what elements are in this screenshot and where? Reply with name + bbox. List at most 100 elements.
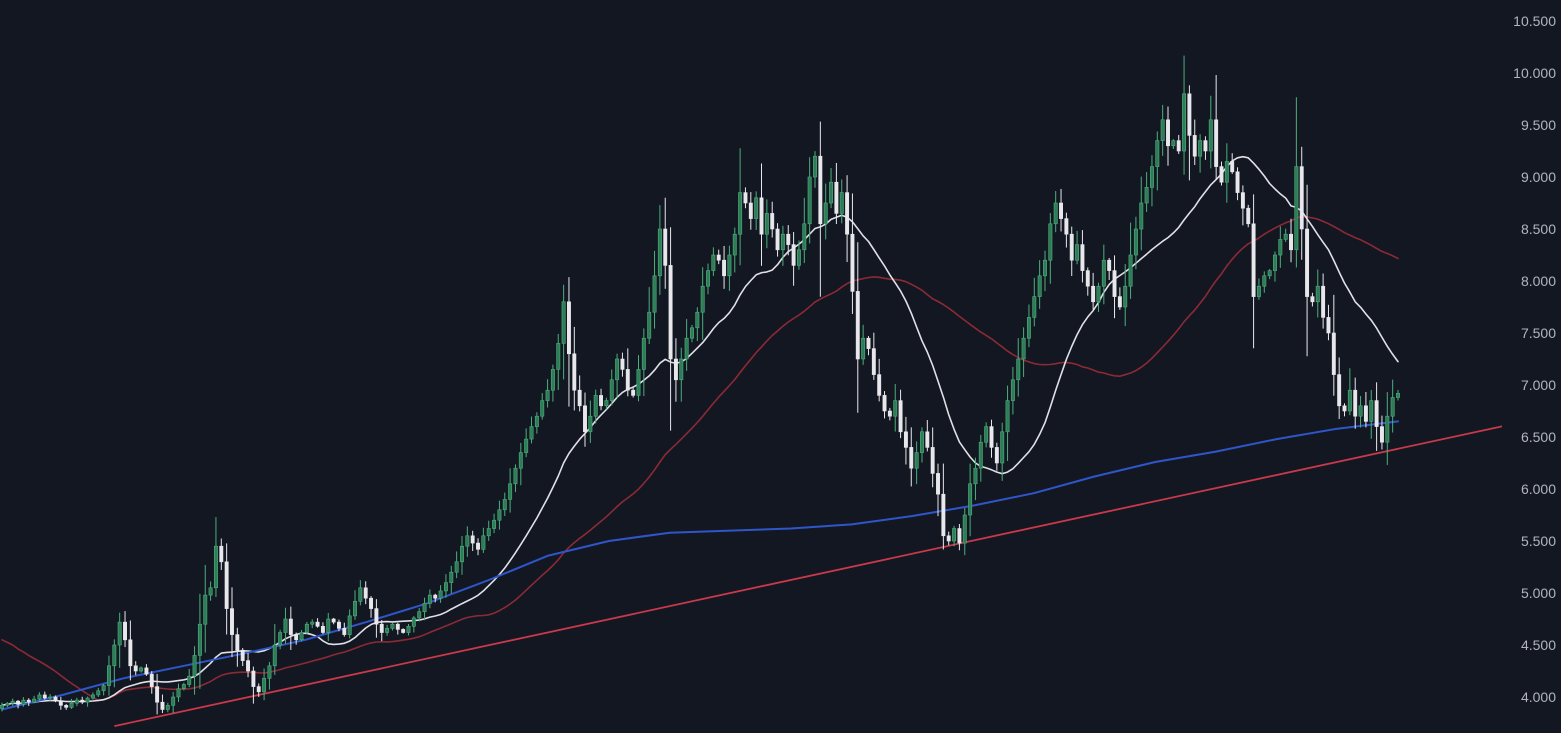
candle-body [58, 700, 63, 706]
trendline-layer [114, 425, 1503, 727]
candle-body [187, 675, 192, 685]
candle-body [1299, 166, 1304, 230]
candle-body [930, 447, 935, 474]
candle [1198, 134, 1203, 173]
candle-body [176, 688, 181, 698]
candle-body [69, 702, 74, 708]
candle-body [1176, 140, 1181, 152]
candle [117, 612, 122, 668]
candle [203, 564, 208, 653]
candle [540, 393, 545, 420]
candle-body [1064, 218, 1069, 235]
candle-body [920, 431, 924, 453]
candle [85, 696, 90, 707]
candle [855, 242, 860, 413]
candle-body [385, 628, 390, 633]
candle-body [770, 213, 775, 230]
candle-body [251, 670, 256, 687]
candle-body [1182, 93, 1187, 152]
candle-body [181, 684, 186, 689]
candle [561, 284, 566, 380]
candle [401, 628, 406, 634]
candle [957, 524, 962, 551]
candle-body [1198, 140, 1203, 157]
candle [1240, 185, 1245, 226]
candle-body [796, 249, 801, 266]
y-tick-label: 9.000 [1521, 169, 1556, 185]
candle [411, 616, 416, 633]
candle [390, 622, 395, 631]
candle [433, 593, 438, 603]
candle-body [310, 621, 315, 625]
candle-body [1053, 202, 1058, 225]
candle-body [374, 608, 379, 625]
candle [1064, 212, 1069, 248]
candle-body [101, 685, 106, 692]
candle-body [230, 608, 234, 635]
y-tick-label: 10.500 [1513, 13, 1556, 29]
candle [529, 416, 534, 444]
candle [684, 319, 689, 371]
candle [914, 441, 919, 485]
candle-body [406, 625, 411, 633]
candle [871, 332, 876, 380]
candle [1096, 282, 1101, 312]
candle [1289, 218, 1293, 263]
candle [1363, 392, 1368, 428]
candle [588, 400, 593, 443]
candle [369, 596, 374, 618]
candle-body [855, 291, 860, 360]
candle [443, 574, 448, 598]
candle [107, 655, 111, 696]
candle-body [128, 639, 133, 667]
candle-body [887, 410, 892, 417]
candle [690, 324, 694, 343]
candle [1321, 273, 1326, 329]
candle-body [117, 621, 122, 646]
candle [1000, 422, 1005, 481]
candle-body [1331, 332, 1336, 375]
candle-body [1235, 171, 1240, 193]
candle [839, 179, 844, 224]
candle-body [1010, 379, 1015, 401]
candle [497, 500, 502, 530]
candle-body [53, 696, 58, 702]
candle [845, 175, 850, 263]
candle-body [1230, 161, 1235, 173]
candle [1283, 228, 1288, 242]
candle-body [32, 698, 37, 703]
candle-body [331, 618, 336, 623]
candle [1273, 251, 1277, 282]
candle-body [834, 181, 839, 214]
candle-body [989, 426, 994, 448]
candle-body [588, 415, 593, 433]
candle-body [48, 696, 53, 699]
candle [208, 581, 213, 601]
candle [353, 590, 357, 620]
candle [1374, 382, 1379, 451]
candle [1032, 277, 1037, 327]
candle-body [1091, 285, 1096, 303]
candle-body [936, 473, 940, 495]
candle [272, 624, 277, 675]
candle-body [877, 374, 882, 396]
candle-body [449, 571, 454, 583]
candle [1005, 385, 1010, 461]
price-axis[interactable]: 10.500 10.000 9.500 9.000 8.500 8.000 7.500 7.0… [1513, 13, 1556, 705]
candle-body [454, 561, 459, 573]
candle-body [246, 660, 250, 672]
candle [652, 250, 657, 329]
candle [219, 538, 224, 570]
candle-body [1032, 296, 1037, 318]
candle-body [203, 594, 208, 625]
candle [1010, 367, 1015, 415]
candle [545, 379, 550, 408]
candle-body [529, 426, 534, 440]
candle-body [80, 699, 85, 703]
candle [807, 157, 812, 244]
candle-body [1294, 166, 1299, 251]
candle [48, 694, 53, 701]
candle [1235, 167, 1240, 201]
candle-body [486, 528, 491, 537]
